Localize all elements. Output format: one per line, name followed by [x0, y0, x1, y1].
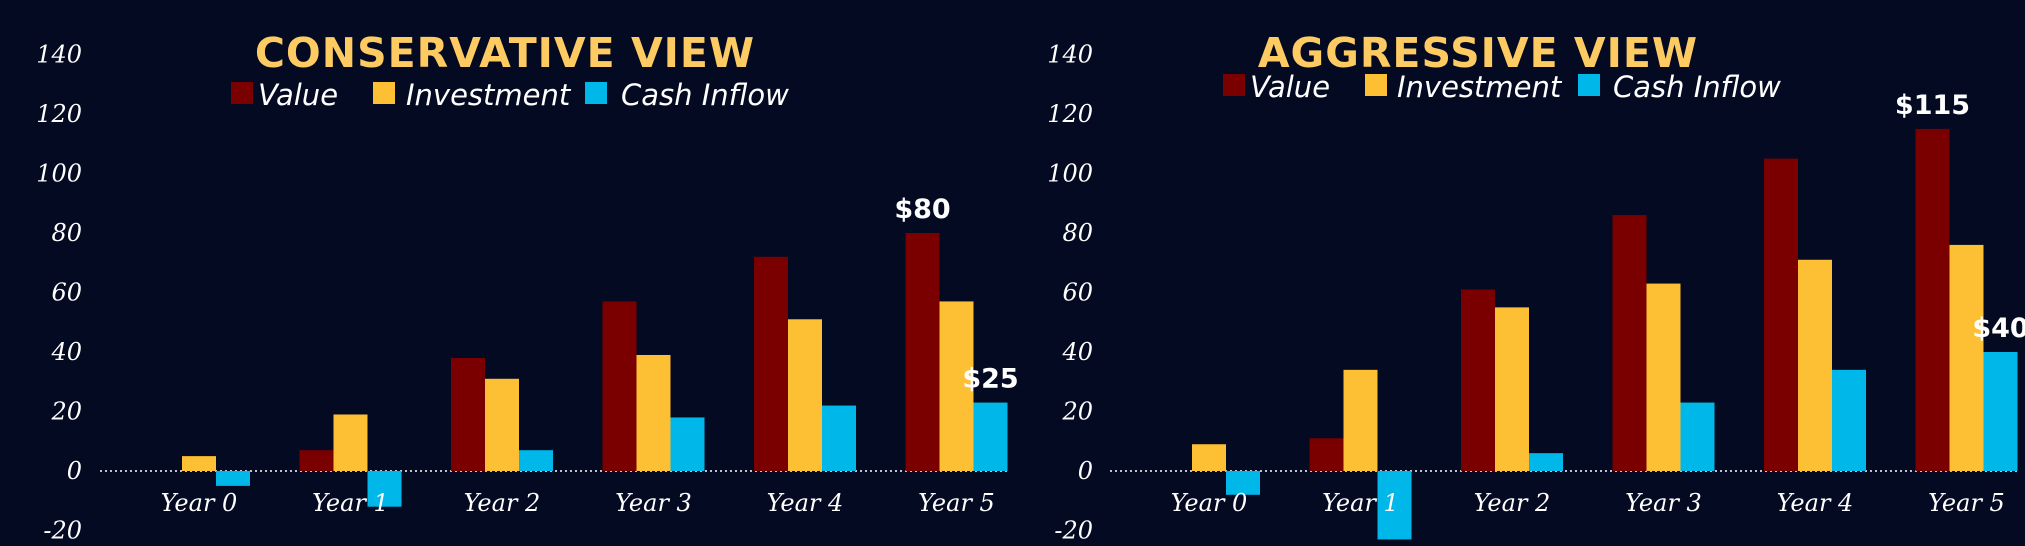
bar-cash-inflow-year-4: [1832, 369, 1866, 471]
x-tick-label: Year 3: [1625, 489, 1702, 517]
bar-cash-inflow-year-3: [1680, 402, 1715, 471]
bar-investment-year-5: [1949, 244, 1984, 471]
y-tick-label: 60: [51, 279, 82, 307]
bar-investment-year-0: [1192, 444, 1226, 471]
legend-label: Value: [1250, 70, 1330, 104]
y-tick-label: 120: [1047, 100, 1093, 128]
y-tick-label: 80: [1062, 219, 1093, 247]
bar-value-year-2: [451, 357, 485, 471]
y-tick-label: 140: [1047, 41, 1093, 69]
x-tick-label: Year 4: [1777, 489, 1854, 517]
chart-title: CONSERVATIVE VIEW: [255, 29, 755, 77]
bar-value-year-3: [1612, 215, 1647, 471]
data-label: $25: [962, 364, 1018, 395]
bar-investment-year-3: [636, 354, 671, 471]
y-tick-label: 100: [36, 160, 82, 188]
bar-cash-inflow-year-1: [1377, 471, 1412, 540]
chart-aggressive: 140 120 100 80 60 40 20 0 -20 Year 0 Year 1 Year 2 Y…: [1047, 29, 2025, 545]
bar-value-year-3: [602, 301, 637, 471]
bar-investment-year-1: [333, 414, 368, 471]
x-tick-label: Year 0: [1171, 489, 1248, 517]
bar-value-year-2: [1461, 289, 1495, 471]
legend-label: Cash Inflow: [621, 78, 789, 112]
y-tick-label: -20: [43, 517, 82, 545]
legend-swatch-cash-inflow: [1578, 74, 1600, 96]
legend-label: Cash Inflow: [1613, 70, 1781, 104]
y-tick-label: -20: [1054, 517, 1093, 545]
bar-investment-year-0: [182, 456, 216, 471]
bar-cash-inflow-year-2: [519, 450, 553, 471]
bar-investment-year-3: [1646, 283, 1681, 471]
bar-investment-year-4: [1798, 259, 1832, 471]
chart-conservative: 140 120 100 80 60 40 20 0 -20 Year 0 Year 1 Year 2 Y…: [36, 29, 1019, 545]
legend-swatch-investment: [1365, 74, 1387, 96]
x-tick-label: Year 2: [1474, 489, 1551, 517]
legend-label: Investment: [1397, 70, 1563, 104]
legend-label: Investment: [406, 78, 572, 112]
data-label: $80: [894, 194, 950, 225]
legend-swatch-value: [231, 82, 253, 104]
y-tick-label: 20: [50, 398, 82, 426]
data-label: $115: [1895, 90, 1970, 121]
y-tick-label: 140: [36, 41, 82, 69]
bar-cash-inflow-year-5: [973, 402, 1008, 471]
bar-cash-inflow-year-0: [216, 471, 250, 486]
x-tick-label: Year 1: [312, 489, 389, 517]
y-tick-label: 100: [1047, 160, 1093, 188]
bar-value-year-4: [1764, 158, 1798, 471]
legend-swatch-value: [1223, 74, 1245, 96]
x-tick-label: Year 4: [767, 489, 844, 517]
y-tick-label: 0: [1078, 457, 1093, 485]
x-tick-label: Year 5: [1928, 489, 2005, 517]
bar-value-year-5: [905, 233, 940, 471]
bar-cash-inflow-year-1: [367, 471, 402, 507]
x-tick-label: Year 5: [918, 489, 995, 517]
y-tick-label: 20: [1061, 398, 1093, 426]
data-label: $40: [1972, 313, 2025, 344]
y-tick-label: 60: [1062, 279, 1093, 307]
chart-title: AGGRESSIVE VIEW: [1258, 29, 1698, 77]
y-tick-label: 40: [1061, 338, 1093, 366]
legend-swatch-investment: [373, 82, 395, 104]
bar-investment-year-5: [939, 301, 974, 471]
bar-investment-year-4: [788, 319, 822, 471]
bar-cash-inflow-year-3: [670, 417, 705, 471]
bar-investment-year-1: [1343, 369, 1378, 471]
x-tick-label: Year 2: [464, 489, 541, 517]
bar-value-year-4: [754, 256, 788, 471]
bar-value-year-5: [1915, 128, 1950, 471]
bar-cash-inflow-year-5: [1983, 352, 2018, 471]
legend-swatch-cash-inflow: [585, 82, 607, 104]
x-tick-label: Year 0: [161, 489, 238, 517]
x-tick-label: Year 1: [1322, 489, 1399, 517]
legend-label: Value: [258, 78, 338, 112]
y-tick-label: 120: [36, 100, 82, 128]
bar-value-year-1: [299, 450, 334, 471]
x-tick-label: Year 3: [615, 489, 692, 517]
bar-value-year-1: [1309, 438, 1344, 471]
y-tick-label: 80: [51, 219, 82, 247]
bar-cash-inflow-year-0: [1226, 471, 1260, 495]
y-tick-label: 0: [67, 457, 82, 485]
bar-investment-year-2: [1495, 307, 1529, 471]
bar-cash-inflow-year-2: [1529, 453, 1563, 471]
bar-investment-year-2: [485, 378, 519, 471]
bar-cash-inflow-year-4: [822, 405, 856, 471]
y-tick-label: 40: [50, 338, 82, 366]
